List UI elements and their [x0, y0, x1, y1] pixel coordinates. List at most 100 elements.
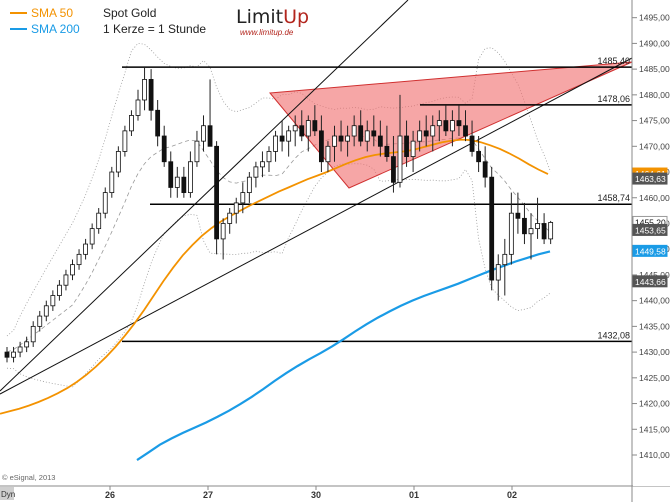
sma50-line — [0, 138, 549, 415]
price-tag-box — [632, 172, 668, 185]
x-tick-label: 26 — [105, 490, 115, 500]
candle-body — [548, 222, 554, 240]
y-tick-label: 1420,00 — [639, 399, 670, 409]
logo-url: www.limitup.de — [240, 28, 294, 37]
candle-body — [273, 135, 278, 152]
y-tick-label: 1490,00 — [639, 38, 670, 48]
y-tick-label: 1435,00 — [639, 321, 670, 331]
candle-body — [404, 135, 409, 157]
chart-title: Spot Gold — [103, 6, 156, 20]
y-tick-label: 1440,00 — [639, 296, 670, 306]
candle-body — [469, 135, 475, 152]
lower-band — [6, 163, 551, 388]
candle-body — [129, 115, 134, 132]
middle-band — [6, 135, 551, 353]
candle-body — [135, 99, 141, 116]
x-tick-label: 01 — [409, 490, 419, 500]
ascending-trendline — [0, 0, 409, 392]
logo-wordmark: LimitUp — [236, 6, 309, 28]
x-tick-label: 27 — [203, 490, 213, 500]
candle-body — [371, 130, 377, 137]
candle-body — [148, 79, 154, 111]
candle-body — [246, 176, 252, 194]
candle-body — [233, 202, 239, 214]
candle-body — [443, 120, 449, 132]
candle-body — [207, 125, 213, 147]
trend-lines — [0, 0, 633, 395]
y-tick-label: 1475,00 — [639, 116, 670, 126]
bollinger-bands — [6, 42, 551, 388]
candle-body — [508, 212, 514, 255]
level-label: 1432,08 — [597, 330, 630, 340]
limitup-logo: LimitUp www.limitup.de — [236, 6, 309, 37]
candle-body — [299, 125, 305, 137]
candle-body — [266, 151, 272, 163]
candle-body — [305, 120, 311, 137]
candle-body — [50, 295, 56, 307]
candle-body — [220, 223, 226, 240]
price-tag-box — [632, 275, 668, 288]
candle-body — [410, 140, 416, 157]
price-tag-label: 1449,58 — [635, 246, 666, 256]
esignal-credit: © eSignal, 2013 — [2, 473, 55, 482]
chart-subtitle: 1 Kerze = 1 Stunde — [103, 22, 206, 36]
price-tags: 1464,611463,631455,201453,651449,581443,… — [632, 167, 668, 288]
y-tick-label: 1485,00 — [639, 64, 670, 74]
candle-body — [476, 151, 482, 163]
candle-body — [240, 192, 246, 204]
candle-body — [43, 305, 49, 317]
candle-body — [338, 135, 344, 142]
moving-averages — [0, 138, 551, 462]
y-tick-label: 1495,00 — [639, 13, 670, 23]
candle-body — [502, 253, 508, 266]
candle-body — [391, 156, 396, 183]
candle-body — [430, 125, 436, 137]
candle-body — [253, 166, 259, 178]
y-tick-label: 1480,00 — [639, 90, 670, 100]
candle-body — [201, 125, 206, 142]
candle-body — [142, 79, 147, 101]
y-axis-panel — [633, 0, 670, 486]
candle-body — [4, 351, 10, 358]
candle-body — [358, 125, 364, 142]
candle-body — [155, 109, 161, 137]
candle-body — [351, 125, 357, 137]
candle-body — [397, 135, 403, 183]
candle-body — [279, 135, 285, 142]
price-tag-label: 1453,65 — [635, 225, 666, 235]
y-tick-label: 1460,00 — [639, 193, 670, 203]
level-label: 1458,74 — [597, 193, 630, 203]
candle-body — [541, 223, 547, 240]
candle-body — [109, 171, 115, 194]
candle-body — [332, 135, 337, 147]
candle-body — [30, 325, 36, 343]
candle-body — [489, 176, 495, 281]
candle-body — [83, 243, 88, 255]
candle-body — [377, 135, 383, 147]
level-label: 1478,06 — [597, 94, 630, 104]
candle-body — [292, 125, 298, 132]
dyn-tab-label: Dyn — [1, 490, 15, 499]
candle-body — [122, 130, 128, 152]
y-tick-label: 1410,00 — [639, 450, 670, 460]
candle-body — [214, 145, 220, 240]
candle-body — [522, 217, 527, 235]
y-tick-label: 1430,00 — [639, 347, 670, 357]
legend-sma200-label: SMA 200 — [31, 22, 80, 36]
candle-body — [168, 161, 174, 188]
level-label: 1485,40 — [597, 56, 630, 66]
x-tick-label: 30 — [311, 490, 321, 500]
candle-body — [174, 176, 180, 188]
candle-body — [312, 120, 318, 132]
dyn-tab[interactable] — [0, 487, 14, 500]
candle-body — [535, 223, 540, 230]
candle-body — [436, 120, 442, 127]
price-tag-box — [632, 223, 668, 236]
upper-channel-line — [0, 57, 633, 395]
candle-body — [318, 130, 324, 163]
candle-body — [528, 228, 534, 235]
candle-body — [37, 315, 43, 327]
candle-body — [384, 145, 390, 157]
x-axis-ticks: 26 27 30 01 02 — [105, 486, 517, 500]
